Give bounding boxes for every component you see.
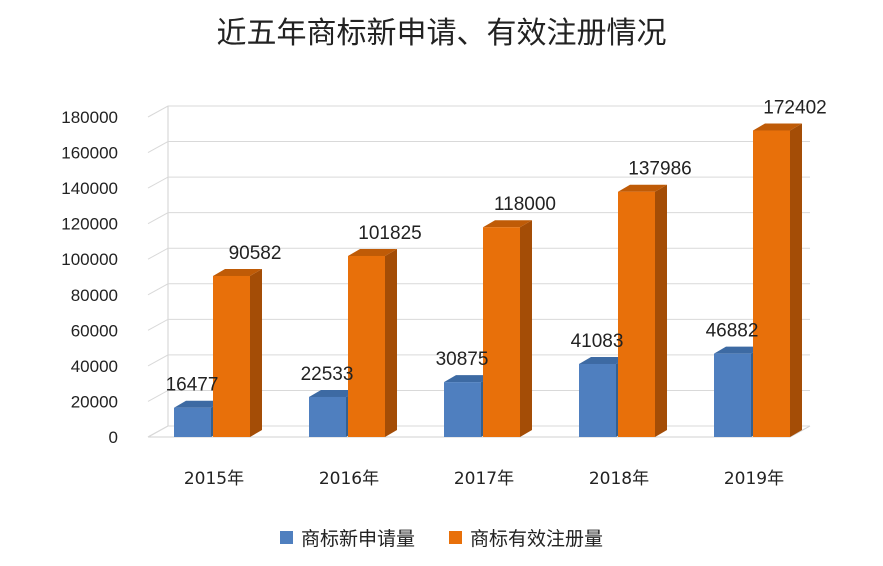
data-labels: 16477 90582 22533 101825 30875 118000 41083 137… bbox=[166, 98, 827, 396]
y-tick-label: 140000 bbox=[61, 179, 118, 198]
y-tick-label: 0 bbox=[109, 428, 118, 447]
legend-item-series-0: 商标新申请量 bbox=[279, 524, 415, 551]
legend-swatch bbox=[449, 531, 462, 544]
bar bbox=[174, 407, 211, 437]
bar-top bbox=[618, 184, 667, 192]
bar-side bbox=[520, 220, 532, 437]
gridline bbox=[147, 318, 810, 331]
y-tick-label: 80000 bbox=[71, 286, 118, 305]
bar bbox=[309, 396, 346, 437]
bar bbox=[579, 363, 616, 437]
bar-side bbox=[655, 184, 667, 437]
data-label: 172402 bbox=[763, 98, 826, 119]
legend-label: 商标新申请量 bbox=[300, 528, 415, 550]
bar-top bbox=[213, 268, 262, 276]
data-label: 30875 bbox=[436, 349, 489, 370]
data-label: 41083 bbox=[571, 331, 624, 352]
x-category-label: 2016年 bbox=[319, 469, 379, 489]
gridline bbox=[147, 247, 810, 260]
data-label: 22533 bbox=[301, 364, 354, 385]
y-tick-label: 180000 bbox=[61, 108, 118, 127]
x-category-label: 2018年 bbox=[589, 469, 649, 489]
bar bbox=[618, 191, 655, 437]
y-axis-ticks: 0 20000 40000 60000 80000 100000 120000 140000 1… bbox=[61, 108, 118, 447]
legend-label: 商标有效注册量 bbox=[470, 528, 604, 550]
data-label: 118000 bbox=[494, 194, 556, 215]
legend-swatch bbox=[279, 531, 293, 544]
x-category-label: 2019年 bbox=[724, 469, 784, 489]
gridline bbox=[147, 176, 810, 189]
bar-top bbox=[483, 220, 532, 228]
bar-top bbox=[714, 346, 763, 354]
bar bbox=[483, 227, 520, 437]
bar-side bbox=[790, 123, 802, 437]
gridline bbox=[147, 141, 810, 153]
data-label: 46882 bbox=[706, 321, 759, 342]
gridline bbox=[147, 354, 810, 367]
y-tick-label: 160000 bbox=[61, 144, 118, 163]
bar-top bbox=[348, 248, 397, 256]
bar bbox=[213, 275, 250, 437]
data-label: 16477 bbox=[166, 375, 219, 396]
gridline bbox=[147, 212, 810, 225]
bar bbox=[753, 130, 790, 437]
gridline bbox=[147, 105, 810, 118]
chart-title: 近五年商标新申请、有效注册情况 bbox=[216, 16, 667, 51]
data-label: 90582 bbox=[229, 243, 282, 264]
bar-top bbox=[579, 356, 628, 364]
bars bbox=[174, 123, 802, 437]
x-axis-categories: 2015年 2016年 2017年 2018年 2019年 bbox=[184, 469, 784, 489]
y-tick-label: 60000 bbox=[71, 321, 118, 340]
bar bbox=[444, 382, 481, 437]
y-tick-label: 20000 bbox=[71, 392, 118, 411]
data-label: 101825 bbox=[358, 223, 421, 244]
bar-top bbox=[444, 375, 493, 383]
y-tick-label: 40000 bbox=[71, 357, 118, 376]
bar-side bbox=[385, 248, 397, 437]
bar-top bbox=[174, 400, 223, 408]
x-category-label: 2017年 bbox=[454, 469, 514, 489]
x-category-label: 2015年 bbox=[184, 469, 244, 489]
legend-item-series-1: 商标有效注册量 bbox=[449, 524, 603, 551]
data-label: 137986 bbox=[628, 159, 691, 180]
bar bbox=[348, 255, 385, 437]
y-tick-label: 120000 bbox=[61, 215, 118, 234]
gridline bbox=[147, 283, 810, 296]
bar-top bbox=[309, 389, 358, 397]
y-tick-label: 100000 bbox=[61, 250, 118, 269]
bar bbox=[714, 353, 751, 437]
bar-top bbox=[753, 123, 802, 131]
legend: 商标新申请量 商标有效注册量 bbox=[0, 524, 883, 551]
bar-side bbox=[250, 268, 262, 437]
